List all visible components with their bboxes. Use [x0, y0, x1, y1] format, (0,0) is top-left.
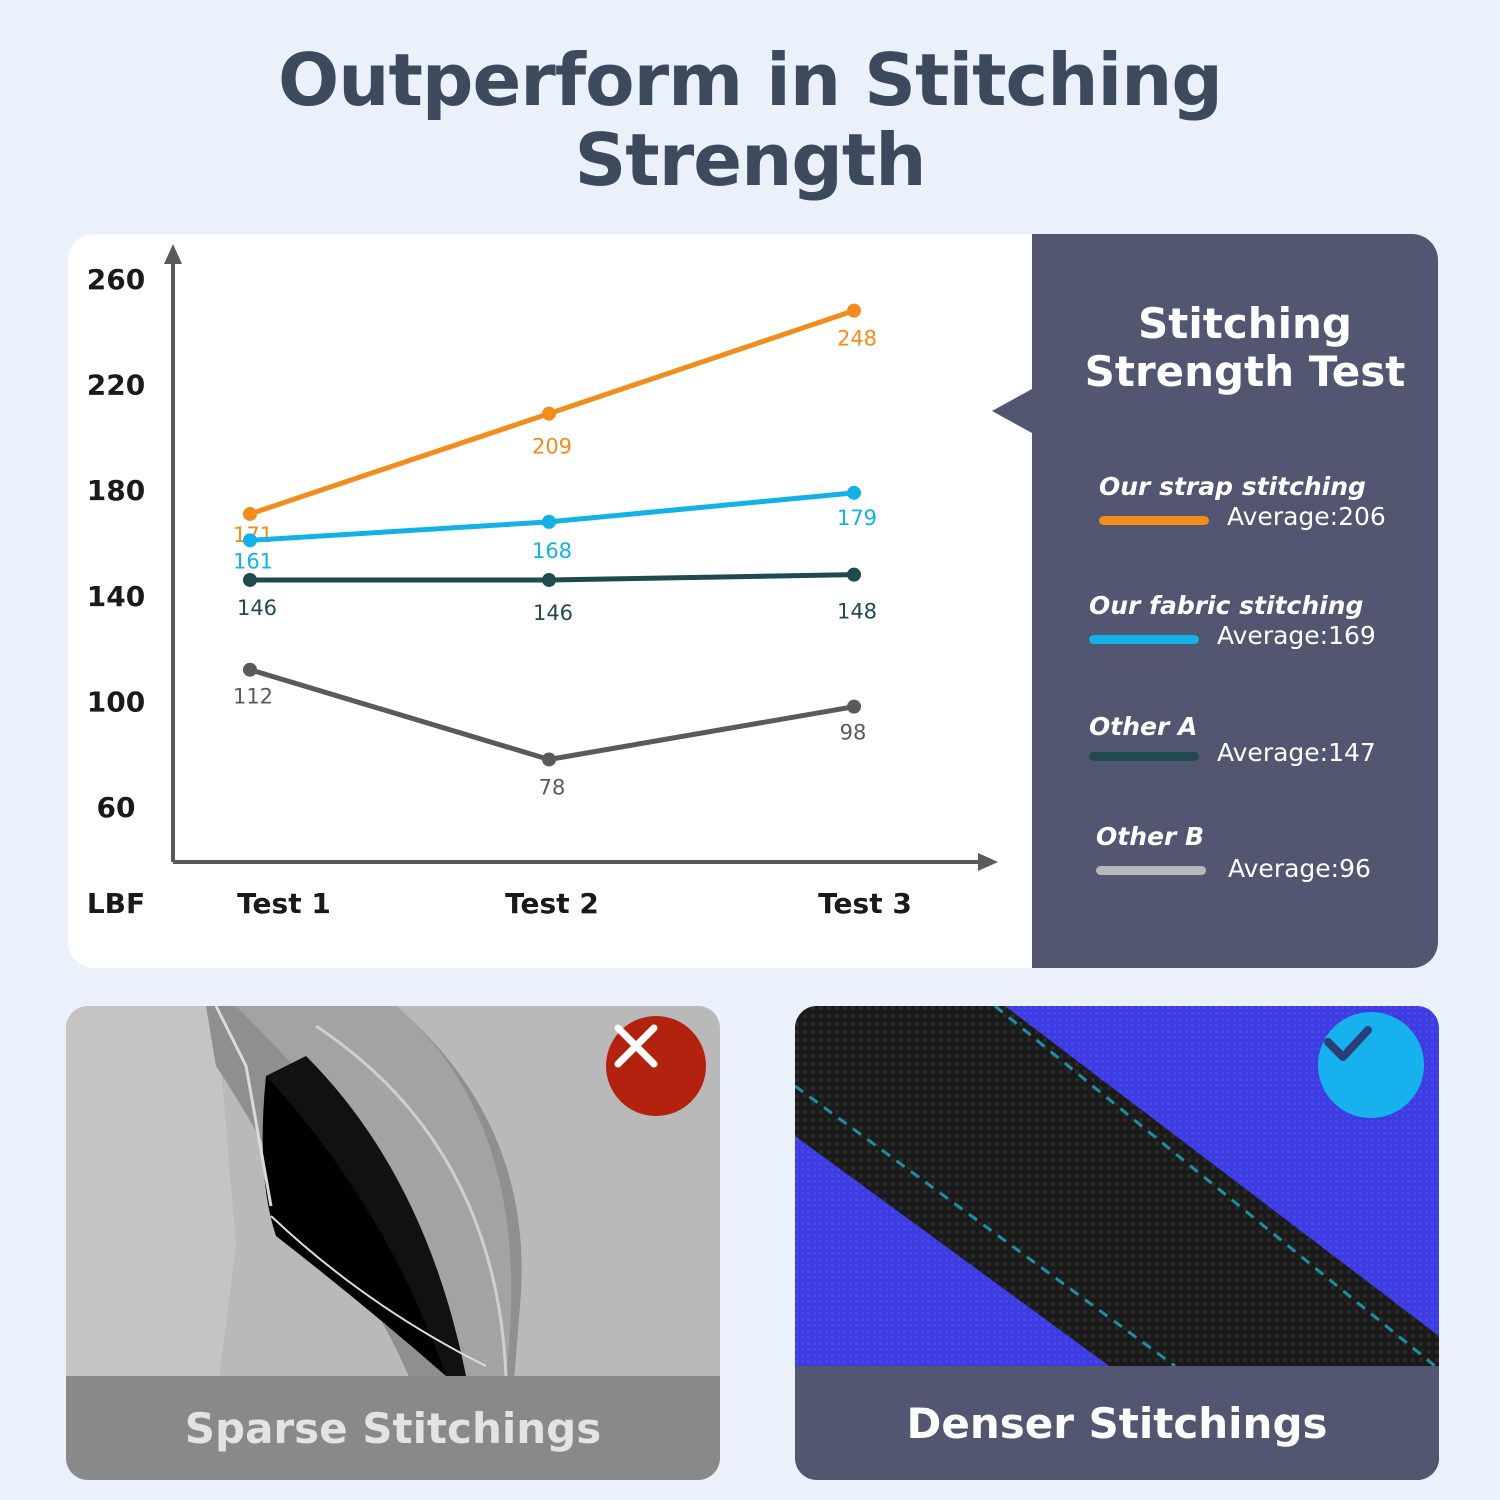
x-axis-arrow — [978, 853, 998, 871]
check-icon-glyph — [1324, 1026, 1372, 1061]
line-chart: 260 220 180 140 100 60 LBF Test 1 Test 2 Test 3 17… — [87, 244, 998, 920]
close-icon-glyph — [614, 1024, 658, 1068]
check-icon — [1318, 1012, 1424, 1118]
legend-average: Average:96 — [1228, 854, 1371, 883]
legend-average: Average:147 — [1217, 738, 1376, 767]
sparse-stitching-label: Sparse Stitchings — [184, 1403, 602, 1453]
dense-stitching-photo — [795, 1006, 1439, 1480]
data-point — [243, 572, 257, 587]
legend-title-line1: Stitching — [1138, 299, 1352, 348]
legend-pointer — [992, 389, 1032, 433]
x-tick-label: Test 1 — [237, 887, 331, 920]
y-tick-label: 220 — [87, 369, 145, 402]
data-point — [243, 533, 257, 548]
data-label: 161 — [233, 549, 273, 573]
data-point — [243, 662, 257, 677]
data-point — [542, 752, 556, 767]
dense-stitching-label: Denser Stitchings — [906, 1398, 1328, 1448]
data-point — [847, 485, 861, 500]
data-label: 146 — [533, 601, 573, 625]
legend-average: Average:169 — [1217, 621, 1376, 650]
y-tick-label: 60 — [97, 791, 136, 824]
y-tick-label: 140 — [87, 580, 145, 613]
legend-series-name: Other A — [1089, 712, 1198, 741]
data-point — [542, 514, 556, 529]
data-point — [847, 567, 861, 582]
page-title-line2: Strength — [574, 118, 926, 202]
data-point — [847, 699, 861, 714]
legend-title-line2: Strength Test — [1084, 347, 1406, 396]
data-label: 112 — [233, 685, 273, 709]
x-tick-label: Test 3 — [818, 887, 912, 920]
data-point — [847, 303, 861, 318]
data-label: 78 — [539, 775, 566, 799]
sparse-stitching-photo — [66, 1006, 720, 1480]
data-point — [243, 506, 257, 521]
legend-swatch — [1099, 516, 1209, 525]
data-label: 179 — [837, 506, 877, 530]
legend-average: Average:206 — [1227, 502, 1386, 531]
legend-swatch — [1096, 866, 1206, 875]
page-title: Outperform in Stitching Strength — [0, 40, 1500, 200]
data-label: 148 — [837, 600, 877, 624]
legend-panel: Stitching Strength Test Our strap stitch… — [1032, 234, 1438, 968]
data-point — [542, 572, 556, 587]
legend-series-name: Our strap stitching — [1099, 472, 1366, 501]
legend-swatch — [1089, 635, 1199, 644]
data-label: 146 — [237, 596, 277, 620]
series-line — [249, 667, 855, 762]
y-tick-label: 100 — [87, 685, 145, 718]
chart-card: 260 220 180 140 100 60 LBF Test 1 Test 2 Test 3 17… — [68, 234, 1438, 968]
x-tick-label: Test 2 — [505, 887, 599, 920]
data-label: 168 — [532, 539, 572, 563]
legend-swatch — [1089, 752, 1199, 761]
close-icon — [606, 1016, 706, 1116]
legend-title: Stitching Strength Test — [1032, 300, 1438, 396]
data-label: 248 — [837, 327, 877, 351]
y-axis-arrow — [164, 244, 182, 264]
y-tick-label: 260 — [87, 263, 145, 296]
data-point — [542, 406, 556, 421]
data-label: 98 — [840, 721, 867, 745]
y-axis-label: LBF — [87, 887, 145, 920]
legend-series-name: Other B — [1096, 822, 1205, 851]
sparse-stitching-panel: Sparse Stitchings — [66, 1006, 720, 1480]
legend-series-name: Our fabric stitching — [1089, 591, 1364, 620]
dense-stitching-panel: Denser Stitchings — [795, 1006, 1439, 1480]
data-label: 209 — [532, 435, 572, 459]
page-title-line1: Outperform in Stitching — [278, 38, 1223, 122]
y-tick-label: 180 — [87, 474, 145, 507]
